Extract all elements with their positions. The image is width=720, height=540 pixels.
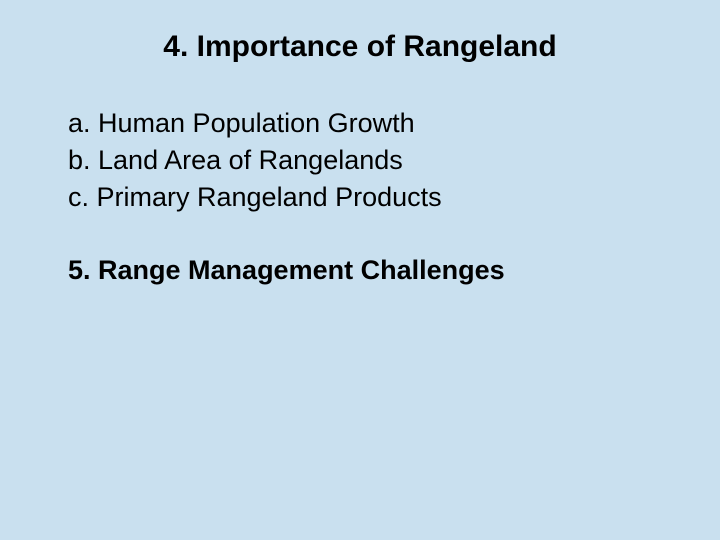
spacer — [68, 217, 660, 253]
list-item: c. Primary Rangeland Products — [68, 180, 660, 215]
list-item: a. Human Population Growth — [68, 106, 660, 141]
list-item: b. Land Area of Rangelands — [68, 143, 660, 178]
outline-list: a. Human Population Growth b. Land Area … — [68, 106, 660, 288]
slide-title: 4. Importance of Rangeland — [110, 30, 610, 64]
section-number: 5 — [68, 255, 83, 285]
section-text: . Range Management Challenges — [83, 255, 505, 285]
slide-container: 4. Importance of Rangeland a. Human Popu… — [0, 0, 720, 540]
list-item: 5. Range Management Challenges — [68, 253, 660, 288]
